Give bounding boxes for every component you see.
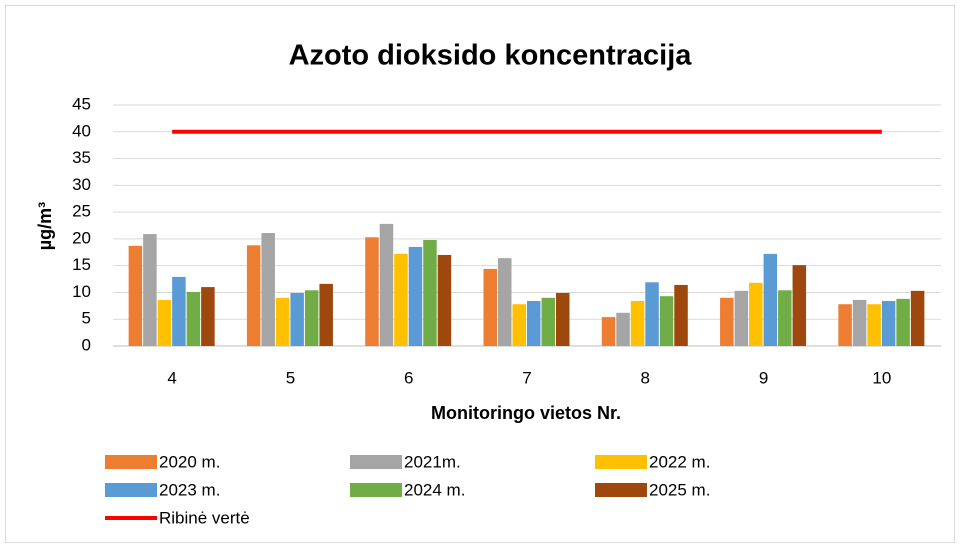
x-tick-label: 10: [872, 368, 891, 387]
bar: [630, 301, 645, 346]
y-tick-label: 20: [72, 228, 91, 247]
bar: [734, 290, 749, 346]
bar: [852, 299, 867, 346]
bar: [881, 301, 896, 346]
bar: [792, 265, 807, 346]
legend-swatch: [105, 455, 157, 469]
bar: [186, 291, 201, 346]
bar: [365, 237, 379, 346]
bar: [910, 290, 925, 346]
bar: [763, 253, 778, 346]
legend-label: 2020 m.: [159, 452, 220, 471]
y-tick-label: 0: [82, 335, 91, 354]
bar: [275, 297, 290, 346]
legend-label: Ribinė vertė: [159, 508, 250, 527]
legend-label: 2022 m.: [649, 452, 710, 471]
bar: [556, 292, 570, 346]
legend-label: 2024 m.: [404, 480, 465, 499]
legend-label: 2025 m.: [649, 480, 710, 499]
bar: [128, 245, 143, 346]
x-tick-label: 8: [641, 368, 650, 387]
bar: [246, 245, 261, 346]
legend-swatch: [350, 483, 402, 497]
bar: [394, 253, 408, 346]
bar: [512, 304, 526, 346]
bar: [541, 297, 555, 346]
bar: [201, 287, 215, 346]
bar: [749, 282, 763, 346]
y-tick-label: 25: [72, 202, 91, 221]
legend-swatch: [595, 455, 647, 469]
y-tick-label: 10: [72, 282, 91, 301]
bar: [172, 276, 186, 346]
y-tick-label: 5: [82, 309, 91, 328]
y-axis-label: µg/m³: [35, 202, 55, 250]
x-tick-label: 6: [404, 368, 413, 387]
x-tick-label: 9: [759, 368, 768, 387]
bar: [778, 290, 792, 346]
bar: [379, 223, 394, 346]
y-tick-label: 45: [72, 94, 91, 113]
bar: [157, 299, 172, 346]
bar: [645, 282, 659, 346]
bar: [867, 304, 881, 346]
bar: [290, 292, 304, 346]
legend-swatch: [105, 483, 157, 497]
y-tick-label: 35: [72, 148, 91, 167]
x-tick-label: 5: [286, 368, 295, 387]
bar: [838, 304, 852, 346]
bar: [319, 283, 333, 346]
bar: [498, 258, 512, 346]
chart-title: Azoto dioksido koncentracija: [289, 40, 693, 72]
bar: [304, 290, 319, 346]
bar: [483, 268, 497, 346]
legend-swatch: [350, 455, 402, 469]
x-tick-label: 4: [167, 368, 176, 387]
bar: [437, 254, 452, 346]
y-tick-label: 30: [72, 175, 91, 194]
bar: [659, 296, 674, 346]
bar: [423, 239, 437, 346]
legend-label: 2023 m.: [159, 480, 220, 499]
legend-label: 2021m.: [404, 452, 461, 471]
bar: [261, 232, 275, 346]
bar: [616, 312, 630, 346]
y-tick-label: 15: [72, 255, 91, 274]
y-tick-label: 40: [72, 121, 91, 140]
bar: [896, 298, 910, 346]
x-axis-label: Monitoringo vietos Nr.: [431, 403, 621, 423]
bar: [674, 284, 688, 346]
x-tick-label: 7: [522, 368, 531, 387]
bar: [527, 301, 541, 346]
bar: [408, 246, 423, 346]
bar: [143, 234, 157, 346]
bar: [720, 297, 734, 346]
bar: [601, 317, 616, 346]
legend-swatch: [595, 483, 647, 497]
